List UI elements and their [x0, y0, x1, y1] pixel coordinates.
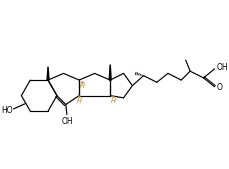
- Text: H: H: [79, 83, 84, 89]
- Text: OH: OH: [61, 117, 73, 126]
- Text: OH: OH: [215, 63, 227, 72]
- Polygon shape: [47, 67, 49, 80]
- Text: HO: HO: [1, 106, 12, 115]
- Text: Ḣ: Ḣ: [110, 98, 115, 104]
- Text: O: O: [216, 83, 222, 92]
- Polygon shape: [109, 65, 111, 80]
- Text: Ḣ: Ḣ: [76, 98, 81, 104]
